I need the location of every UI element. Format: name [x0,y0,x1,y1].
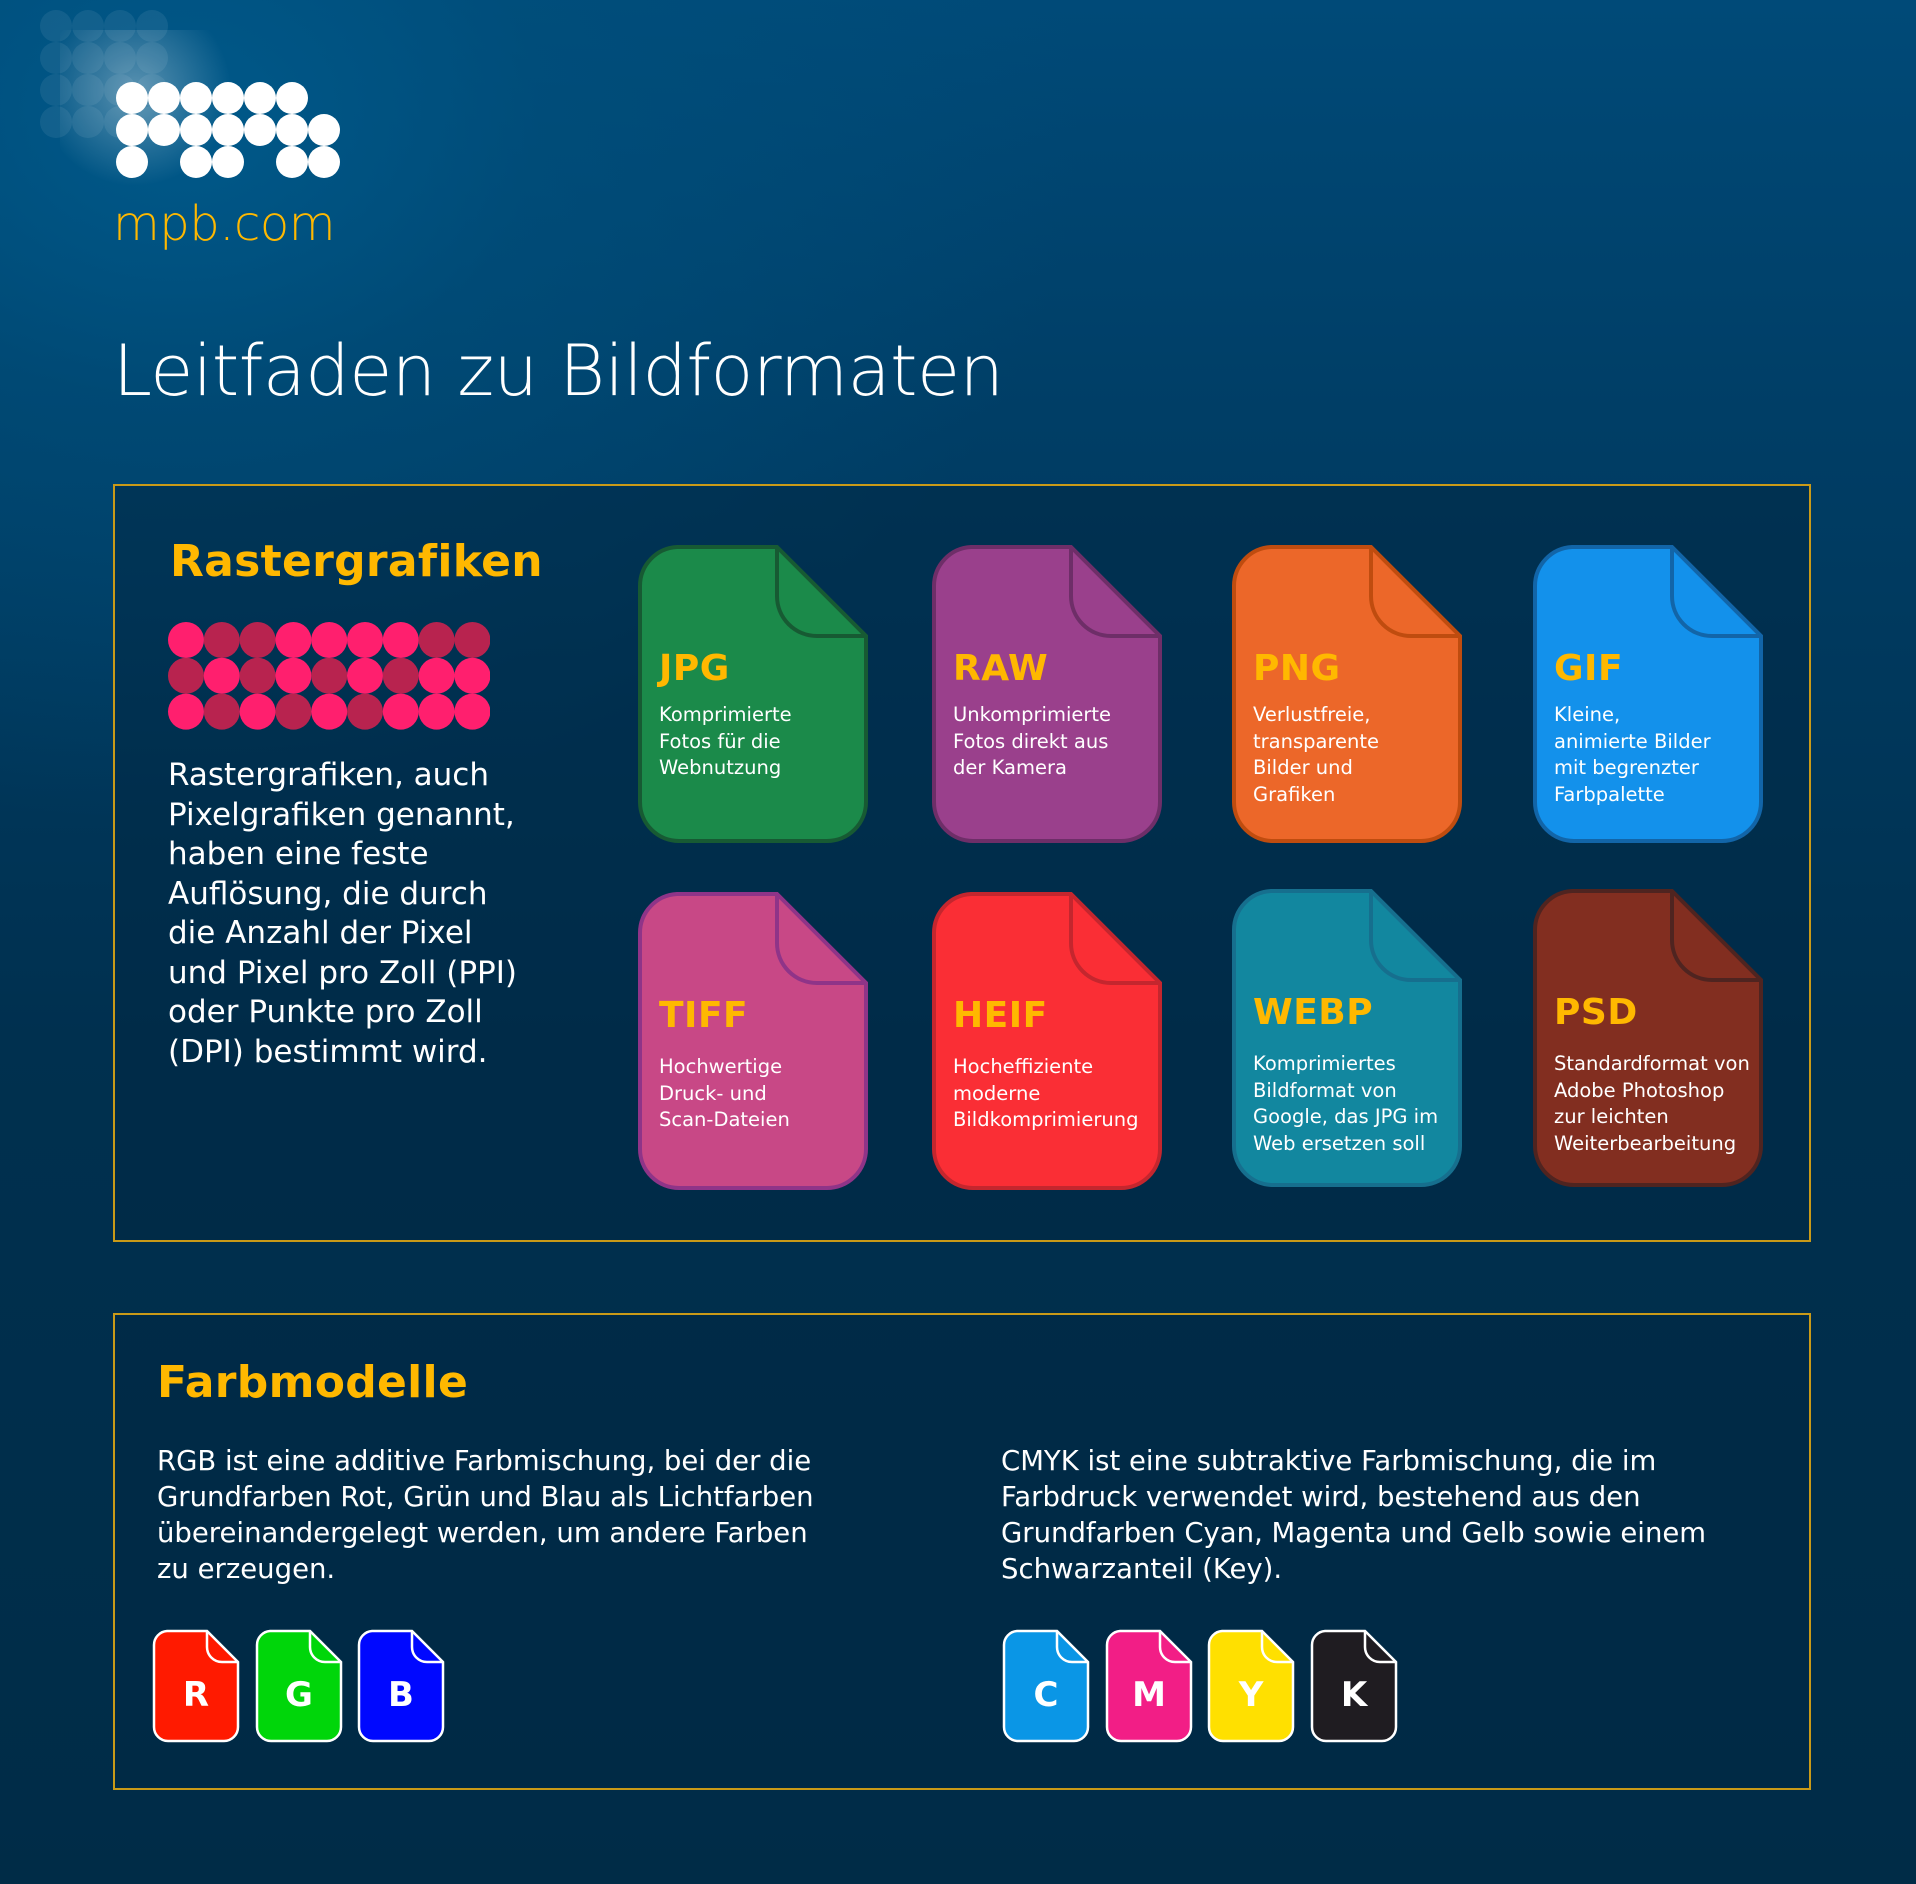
format-card-png[interactable]: PNG Verlustfreie, transparente Bilder un… [1231,544,1463,844]
format-name: JPG [659,648,730,689]
color-models-section: Farbmodelle RGB ist eine additive Farbmi… [113,1313,1811,1790]
file-icon [1532,889,1763,1187]
file-icon [152,1629,240,1743]
swatch-letter: K [1340,1675,1368,1715]
swatch-letter: M [1132,1675,1166,1715]
color-models-title: Farbmodelle [157,1357,469,1408]
file-icon [1207,1629,1295,1743]
page-title: Leitfaden zu Bildformaten [113,330,1004,412]
swatch-red[interactable]: R [152,1629,240,1743]
swatch-magenta[interactable]: M [1105,1629,1193,1743]
raster-section-title: Rastergrafiken [170,536,543,587]
raster-graphics-section: Rastergrafiken Rastergrafiken, auch Pixe… [113,484,1811,1242]
format-name: TIFF [659,995,749,1036]
format-card-webp[interactable]: WEBP Komprimiertes Bildformat von Google… [1231,888,1463,1188]
format-description: Hocheffiziente moderne Bildkomprimierung [953,1055,1139,1131]
swatch-letter: R [182,1675,210,1715]
swatch-yellow[interactable]: Y [1207,1629,1295,1743]
swatch-letter: G [285,1675,313,1715]
file-icon [1231,545,1462,843]
file-icon [1002,1629,1090,1743]
format-description: Unkomprimierte Fotos direkt aus der Kame… [953,703,1112,779]
cmyk-description: CMYK ist eine subtraktive Farbmischung, … [1001,1445,1707,1585]
raster-description: Rastergrafiken, auch Pixelgrafiken genan… [168,757,517,1070]
mpb-dot-logo-icon [116,82,340,178]
format-name: RAW [953,648,1049,689]
format-card-gif[interactable]: GIF Kleine, animierte Bilder mit begrenz… [1532,544,1764,844]
format-card-tiff[interactable]: TIFF Hochwertige Druck- und Scan-Dateien [637,891,869,1191]
swatch-cyan[interactable]: C [1002,1629,1090,1743]
format-description: Komprimiertes Bildformat von Google, das… [1253,1052,1439,1155]
file-icon [1310,1629,1398,1743]
swatch-letter: Y [1238,1675,1264,1715]
format-card-jpg[interactable]: JPG Komprimierte Fotos für die Webnutzun… [637,544,869,844]
pixel-grid-icon [168,622,490,730]
file-icon [637,545,868,843]
format-name: HEIF [953,995,1048,1036]
format-card-psd[interactable]: PSD Standardformat von Adobe Photoshop z… [1532,888,1764,1188]
format-description: Kleine, animierte Bilder mit begrenzter … [1554,703,1711,806]
swatch-green[interactable]: G [255,1629,343,1743]
format-description: Komprimierte Fotos für die Webnutzung [659,703,792,779]
file-icon [637,892,868,1190]
format-name: WEBP [1253,992,1374,1033]
swatch-blue[interactable]: B [357,1629,445,1743]
format-description: Hochwertige Druck- und Scan-Dateien [659,1055,790,1131]
brand-url[interactable]: mpb.com [113,196,335,252]
file-icon [1105,1629,1193,1743]
file-icon [931,545,1162,843]
format-name: GIF [1554,648,1624,689]
format-card-heif[interactable]: HEIF Hocheffiziente moderne Bildkomprimi… [931,891,1163,1191]
format-name: PSD [1554,992,1638,1033]
file-icon [1532,545,1763,843]
file-icon [931,892,1162,1190]
mpb-logo[interactable] [116,82,342,178]
swatch-black[interactable]: K [1310,1629,1398,1743]
file-icon [1231,889,1462,1187]
file-icon [357,1629,445,1743]
format-name: PNG [1253,648,1341,689]
swatch-letter: C [1033,1675,1059,1715]
swatch-letter: B [388,1675,414,1715]
rgb-description: RGB ist eine additive Farbmischung, bei … [157,1445,814,1585]
file-icon [255,1629,343,1743]
format-description: Verlustfreie, transparente Bilder und Gr… [1253,703,1380,806]
format-description: Standardformat von Adobe Photoshop zur l… [1554,1052,1750,1155]
format-card-raw[interactable]: RAW Unkomprimierte Fotos direkt aus der … [931,544,1163,844]
